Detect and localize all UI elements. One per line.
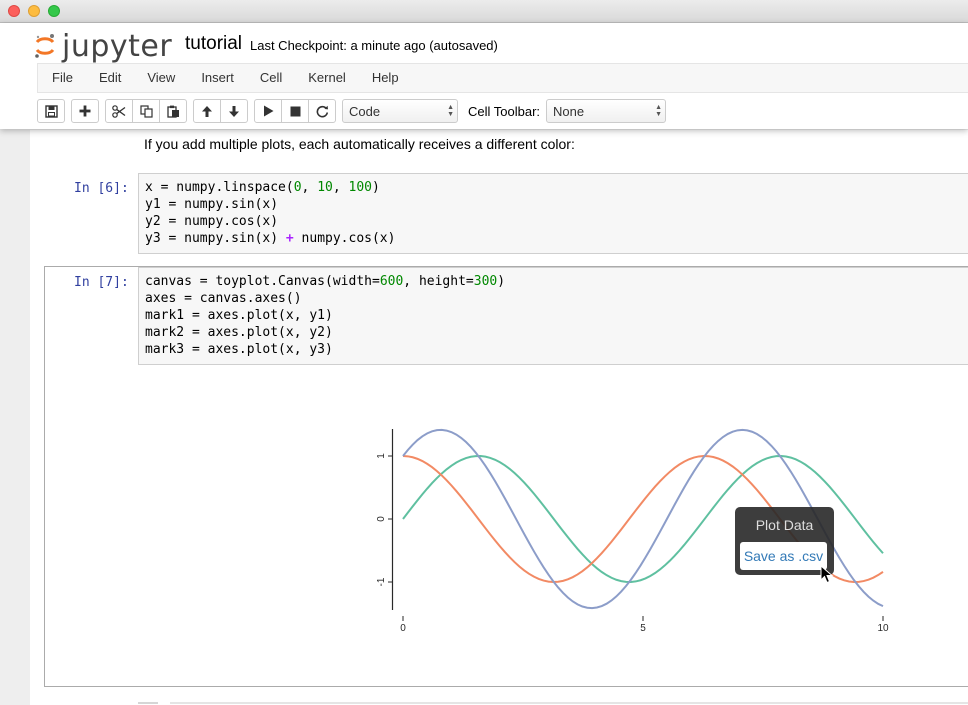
interrupt-kernel-button[interactable]	[281, 99, 309, 123]
select-arrows-icon: ▲ ▼	[447, 104, 454, 118]
x-tick-label: 10	[877, 623, 889, 634]
logo-text: jupyter	[62, 28, 173, 64]
plot-data-title: Plot Data	[755, 517, 814, 533]
code-line: y1 = numpy.sin(x)	[145, 197, 279, 212]
menu-file[interactable]: File	[52, 70, 73, 85]
paste-icon	[166, 105, 179, 118]
select-arrows-icon: ▲ ▼	[655, 104, 663, 118]
code-line: mark3 = axes.plot(x, y3)	[145, 342, 333, 357]
code-line: y3 = numpy.sin(x) + numpy.cos(x)	[145, 231, 396, 246]
run-icon	[263, 105, 273, 117]
x-tick-label: 5	[640, 623, 646, 634]
code-line: y2 = numpy.cos(x)	[145, 214, 279, 229]
checkpoint-status: Last Checkpoint: a minute ago (autosaved…	[250, 38, 498, 53]
next-cell-hint	[170, 702, 968, 704]
cell-toolbar-label: Cell Toolbar:	[468, 103, 541, 119]
markdown-cell-text: If you add multiple plots, each automati…	[144, 136, 575, 152]
run-cell-button[interactable]	[254, 99, 282, 123]
series-line-sin	[402, 455, 884, 583]
code-line: x = numpy.linspace(0, 10, 100)	[145, 180, 380, 195]
y-tick-label: 1	[376, 453, 387, 459]
save-as-csv-button[interactable]: Save as .csv	[740, 542, 827, 570]
copy-button[interactable]	[132, 99, 160, 123]
menu-edit[interactable]: Edit	[98, 70, 122, 85]
cell-type-value: Code	[349, 103, 381, 119]
menu-cell[interactable]: Cell	[259, 70, 283, 85]
menu-kernel[interactable]: Kernel	[308, 70, 346, 85]
notebook-container: If you add multiple plots, each automati…	[30, 130, 968, 705]
y-tick-label: 0	[376, 516, 387, 522]
insert-cell-button[interactable]	[71, 99, 99, 123]
cell-toolbar-select[interactable]: None ▲ ▼	[546, 99, 667, 123]
stop-icon	[290, 106, 300, 116]
cell-toolbar-value: None	[553, 103, 585, 119]
cell-7-prompt: In [7]:	[74, 275, 129, 290]
menu-help[interactable]: Help	[371, 70, 399, 85]
minimize-window-button[interactable]	[28, 5, 40, 17]
close-window-button[interactable]	[8, 5, 20, 17]
maximize-window-button[interactable]	[48, 5, 60, 17]
code-line: axes = canvas.axes()	[145, 291, 302, 306]
notebook-name[interactable]: tutorial	[185, 33, 243, 54]
cell-7-code-input[interactable]: canvas = toyplot.Canvas(width=600, heigh…	[138, 267, 968, 365]
restart-icon	[316, 105, 328, 117]
jupyter-logo[interactable]: jupyter	[34, 28, 173, 64]
cell-6-code-input[interactable]: x = numpy.linspace(0, 10, 100) y1 = nump…	[138, 173, 968, 254]
code-line: canvas = toyplot.Canvas(width=600, heigh…	[145, 274, 506, 289]
move-up-icon	[202, 105, 212, 117]
cell-type-select[interactable]: Code ▲ ▼	[342, 99, 458, 123]
move-cell-up-button[interactable]	[193, 99, 221, 123]
cut-icon	[112, 104, 126, 118]
next-cell-hint	[138, 702, 158, 704]
code-line: mark1 = axes.plot(x, y1)	[145, 308, 333, 323]
restart-kernel-button[interactable]	[308, 99, 336, 123]
mouse-cursor-icon	[820, 565, 834, 584]
menu-view[interactable]: View	[147, 70, 176, 85]
code-line: mark2 = axes.plot(x, y2)	[145, 325, 333, 340]
main-toolbar: Code ▲ ▼ Cell Toolbar: None ▲ ▼	[37, 97, 667, 125]
menu-insert[interactable]: Insert	[201, 70, 234, 85]
save-button[interactable]	[37, 99, 65, 123]
add-icon	[79, 105, 91, 117]
notebook-header: jupyter tutorial Last Checkpoint: a minu…	[0, 23, 968, 129]
save-icon	[44, 104, 58, 118]
move-cell-down-button[interactable]	[220, 99, 248, 123]
menubar: File Edit View Insert Cell Kernel Help	[37, 63, 968, 93]
window-titlebar	[0, 0, 968, 23]
copy-icon	[139, 104, 153, 118]
x-tick-label: 0	[400, 623, 406, 634]
y-tick-label: -1	[376, 577, 387, 586]
plot-data-popup: Plot Data Save as .csv	[735, 507, 834, 575]
move-down-icon	[229, 105, 239, 117]
cell-6-prompt: In [6]:	[74, 181, 129, 196]
selected-cell-7[interactable]	[44, 266, 968, 687]
paste-button[interactable]	[159, 99, 187, 123]
series-line-sin+cos	[402, 428, 884, 610]
jupyter-logo-icon	[35, 34, 55, 58]
cut-button[interactable]	[105, 99, 133, 123]
